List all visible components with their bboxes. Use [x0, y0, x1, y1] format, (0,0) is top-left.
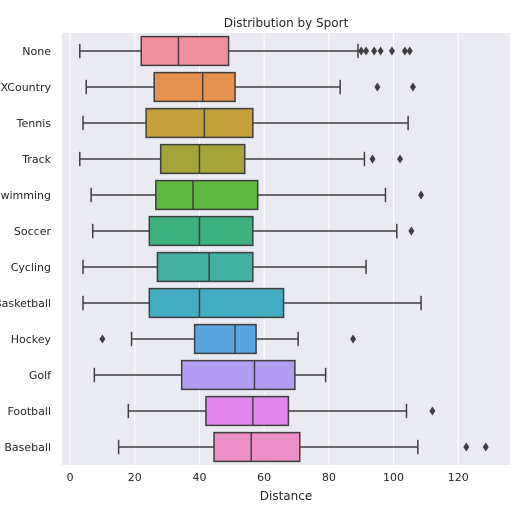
- y-tick-label: Baseball: [4, 441, 51, 454]
- outlier-point: [397, 154, 404, 164]
- iqr-box: [205, 395, 290, 427]
- iqr-box: [213, 431, 301, 463]
- iqr-box: [180, 359, 296, 391]
- box-xcountry: [85, 71, 416, 103]
- gridlines: [69, 33, 459, 465]
- y-tick-label: Tennis: [16, 117, 52, 130]
- box-tennis: [82, 107, 409, 139]
- x-tick-label: 80: [322, 471, 336, 484]
- chart-title: Distribution by Sport: [224, 16, 349, 30]
- iqr-box: [159, 143, 246, 175]
- outlier-point: [429, 406, 436, 416]
- outlier-point: [463, 442, 470, 452]
- outlier-point: [418, 190, 425, 200]
- y-tick-label: XCountry: [1, 81, 52, 94]
- y-tick-label: Swimming: [0, 189, 51, 202]
- iqr-box: [148, 287, 285, 319]
- iqr-box: [145, 107, 254, 139]
- outlier-point: [406, 46, 413, 56]
- outlier-point: [377, 46, 384, 56]
- outlier-point: [401, 46, 408, 56]
- plot-background: [62, 33, 510, 465]
- x-tick-label: 0: [67, 471, 74, 484]
- y-tick-label: Soccer: [14, 225, 52, 238]
- outlier-point: [363, 46, 370, 56]
- x-tick-label: 120: [448, 471, 469, 484]
- outlier-point: [350, 334, 357, 344]
- iqr-box: [155, 179, 259, 211]
- outlier-point: [358, 46, 365, 56]
- outlier-point: [369, 154, 376, 164]
- y-tick-label: Golf: [29, 369, 52, 382]
- iqr-box: [156, 251, 254, 283]
- x-tick-label: 20: [128, 471, 142, 484]
- outlier-point: [371, 46, 378, 56]
- x-tick-label: 100: [383, 471, 404, 484]
- box-hockey: [99, 323, 357, 355]
- box-soccer: [91, 215, 415, 247]
- outlier-point: [374, 82, 381, 92]
- x-tick-label: 40: [192, 471, 206, 484]
- y-tick-label: Hockey: [11, 333, 52, 346]
- box-cycling: [82, 251, 367, 283]
- iqr-box: [193, 323, 257, 355]
- box-baseball: [117, 431, 489, 463]
- boxes: [79, 35, 489, 463]
- y-tick-label: Football: [7, 405, 51, 418]
- box-golf: [93, 359, 327, 391]
- outlier-point: [388, 46, 395, 56]
- y-tick-label: Track: [21, 153, 51, 166]
- x-tick-label: 60: [257, 471, 271, 484]
- box-none: [79, 35, 413, 67]
- box-swimming: [90, 179, 425, 211]
- x-tick-labels: 0 20 40 60 80 100 120: [67, 471, 469, 484]
- y-tick-labels: None XCountry Tennis Track Swimming Soccer Cyc…: [0, 45, 52, 454]
- box-basketball: [82, 287, 422, 319]
- y-tick-label: Basketball: [0, 297, 51, 310]
- iqr-box: [140, 35, 230, 67]
- y-tick-label: Cycling: [11, 261, 51, 274]
- y-tick-label: None: [22, 45, 51, 58]
- box-track: [79, 143, 404, 175]
- outlier-point: [409, 82, 416, 92]
- iqr-box: [153, 71, 236, 103]
- outlier-point: [408, 226, 415, 236]
- outlier-point: [482, 442, 489, 452]
- box-football: [127, 395, 436, 427]
- x-axis-label: Distance: [260, 489, 312, 503]
- outlier-point: [99, 334, 106, 344]
- iqr-box: [148, 215, 254, 247]
